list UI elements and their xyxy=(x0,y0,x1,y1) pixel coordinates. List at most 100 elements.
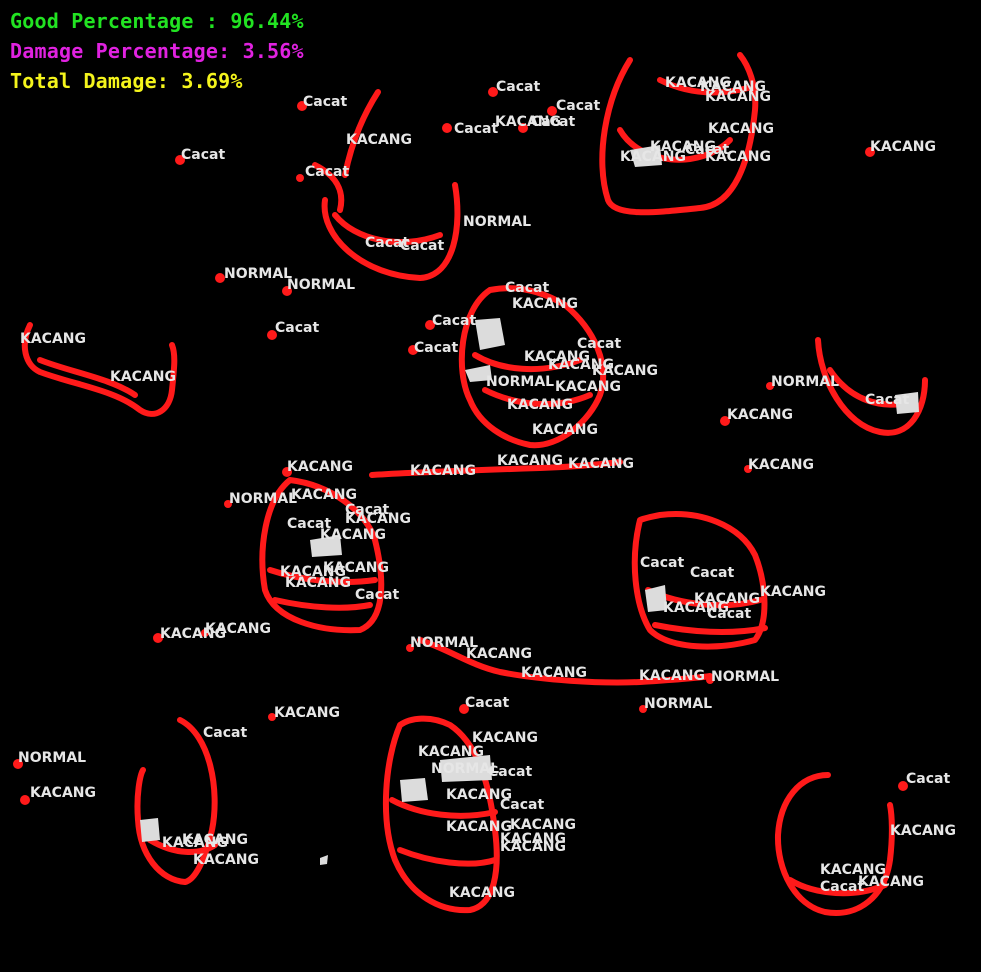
damage-percentage: Damage Percentage: 3.56% xyxy=(10,39,304,63)
good-percentage: Good Percentage : 96.44% xyxy=(10,9,304,33)
bean-contour xyxy=(37,357,138,398)
detection-label: Cacat xyxy=(414,340,459,356)
detection-label: KACANG xyxy=(650,139,717,155)
detection-label: Cacat xyxy=(690,565,735,581)
detection-label: KACANG xyxy=(160,626,227,642)
detection-label: KACANG xyxy=(418,744,485,760)
bean-contour xyxy=(321,182,461,281)
detection-label: Cacat xyxy=(496,79,541,95)
detection-label: Cacat xyxy=(500,797,545,813)
bean-contour xyxy=(458,285,607,449)
detection-label: Cacat xyxy=(465,695,510,711)
detection-label: KACANG xyxy=(285,575,352,591)
detection-label: KACANG xyxy=(639,668,706,684)
detection-label: NORMAL xyxy=(224,266,293,282)
detection-label: KACANG xyxy=(890,823,957,839)
detection-label: NORMAL xyxy=(287,277,356,293)
bean-contour xyxy=(369,459,623,478)
detection-label: Cacat xyxy=(203,725,248,741)
detection-label: NORMAL xyxy=(431,761,500,777)
detection-label: NORMAL xyxy=(18,750,87,766)
detection-label: KACANG xyxy=(555,379,622,395)
detection-label: NORMAL xyxy=(463,214,532,230)
detection-label: KACANG xyxy=(20,331,87,347)
detection-label: Cacat xyxy=(640,555,685,571)
detection-label: Cacat xyxy=(305,164,350,180)
detection-label: KACANG xyxy=(592,363,659,379)
bean-contour xyxy=(774,772,895,916)
detection-label: KACANG xyxy=(182,832,249,848)
detection-label: Cacat xyxy=(345,502,390,518)
detection-label: KACANG xyxy=(495,114,562,130)
detection-label: KACANG xyxy=(110,369,177,385)
detection-label: KACANG xyxy=(345,511,412,527)
detection-label: KACANG xyxy=(708,121,775,137)
bean-contour xyxy=(787,877,888,897)
detection-label: KACANG xyxy=(700,79,767,95)
detection-label: KACANG xyxy=(705,89,772,105)
bean-contour xyxy=(259,477,385,634)
detection-label: Cacat xyxy=(505,280,550,296)
detection-label: Cacat xyxy=(400,238,445,254)
detection-label: Cacat xyxy=(906,771,951,787)
detection-label: KACANG xyxy=(500,839,567,855)
detection-label: Cacat xyxy=(355,587,400,603)
detection-label: KACANG xyxy=(760,584,827,600)
detection-label: KACANG xyxy=(500,831,567,847)
detection-label: KACANG xyxy=(521,665,588,681)
detection-label: KACANG xyxy=(162,835,229,851)
detection-label: KACANG xyxy=(620,149,687,165)
bean-contour xyxy=(21,322,178,417)
detection-label: Cacat xyxy=(454,121,499,137)
detection-label: KACANG xyxy=(280,564,347,580)
detection-label: KACANG xyxy=(524,349,591,365)
detection-label: KACANG xyxy=(663,600,730,616)
detection-label: KACANG xyxy=(446,819,513,835)
detection-label: KACANG xyxy=(748,457,815,473)
detection-label: KACANG xyxy=(193,852,260,868)
detection-label: NORMAL xyxy=(486,374,555,390)
detection-label: KACANG xyxy=(497,453,564,469)
detection-label: Cacat xyxy=(556,98,601,114)
detection-label: KACANG xyxy=(705,149,772,165)
detection-label: KACANG xyxy=(665,75,732,91)
detection-label: Cacat xyxy=(432,313,477,329)
detection-label: Cacat xyxy=(287,516,332,532)
detection-label: Cacat xyxy=(685,142,730,158)
detection-label: Cacat xyxy=(531,114,576,130)
detection-label: KACANG xyxy=(205,621,272,637)
detection-label: KACANG xyxy=(291,487,358,503)
detection-label: KACANG xyxy=(820,862,887,878)
detection-label: NORMAL xyxy=(410,635,479,651)
detection-label: Cacat xyxy=(303,94,348,110)
detection-label: KACANG xyxy=(274,705,341,721)
detection-label: KACANG xyxy=(466,646,533,662)
total-damage: Total Damage: 3.69% xyxy=(10,69,243,93)
bean-contour xyxy=(312,89,381,213)
detection-label: KACANG xyxy=(449,885,516,901)
detection-label: KACANG xyxy=(870,139,937,155)
detection-label: KACANG xyxy=(727,407,794,423)
detection-label: Cacat xyxy=(707,606,752,622)
detection-label: NORMAL xyxy=(644,696,713,712)
detection-label: KACANG xyxy=(287,459,354,475)
detection-label: KACANG xyxy=(568,456,635,472)
bean-contour xyxy=(417,637,713,686)
detection-label: KACANG xyxy=(512,296,579,312)
detection-label: NORMAL xyxy=(771,374,840,390)
detection-label: KACANG xyxy=(323,560,390,576)
detection-label: Cacat xyxy=(865,392,910,408)
detection-label: KACANG xyxy=(507,397,574,413)
bean-contour xyxy=(134,717,218,885)
detection-label: KACANG xyxy=(532,422,599,438)
bean-contour xyxy=(472,352,593,407)
bean-contour xyxy=(382,715,500,914)
detection-label: KACANG xyxy=(548,357,615,373)
bean-contour xyxy=(147,837,218,855)
detection-label: KACANG xyxy=(694,591,761,607)
detection-label: KACANG xyxy=(346,132,413,148)
bean-contour xyxy=(267,567,378,611)
detection-label: KACANG xyxy=(858,874,925,890)
detection-label: KACANG xyxy=(510,817,577,833)
